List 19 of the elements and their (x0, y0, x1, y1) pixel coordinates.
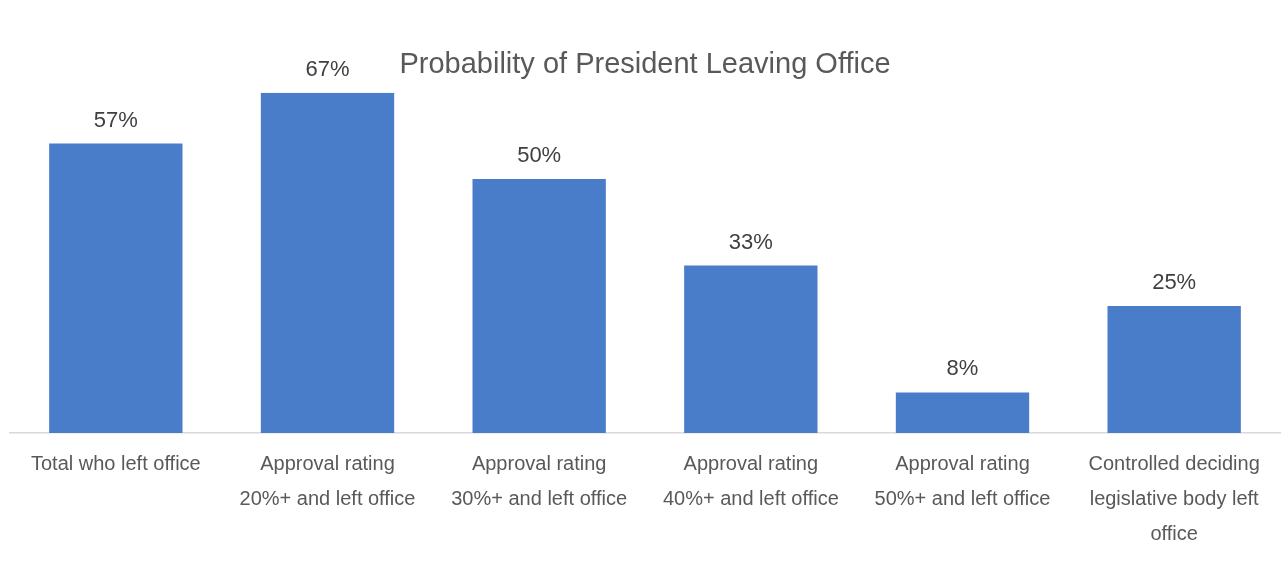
data-label: 25% (1152, 269, 1197, 295)
data-label: 50% (517, 142, 562, 168)
data-label: 67% (305, 55, 350, 81)
x-tick-label: Controlled deciding legislative body left office (1088, 452, 1260, 545)
x-tick-label: Approval rating 20%+ and left office (239, 452, 416, 510)
data-label: 57% (93, 106, 138, 132)
bar (260, 92, 395, 433)
data-label: 33% (728, 228, 773, 254)
bar (895, 392, 1030, 433)
x-tick-label: Approval rating 30%+ and left office (451, 452, 628, 510)
bar (472, 179, 606, 433)
bar (684, 265, 818, 433)
chart-title: Probability of President Leaving Office (399, 47, 891, 80)
bar (49, 143, 183, 433)
x-tick-label: Approval rating 40%+ and left office (662, 452, 839, 510)
x-tick-label: Approval rating 50%+ and left office (874, 452, 1051, 510)
x-tick-label: Total who left office (30, 452, 201, 475)
bar (1107, 306, 1241, 433)
data-label: 8% (946, 355, 979, 381)
